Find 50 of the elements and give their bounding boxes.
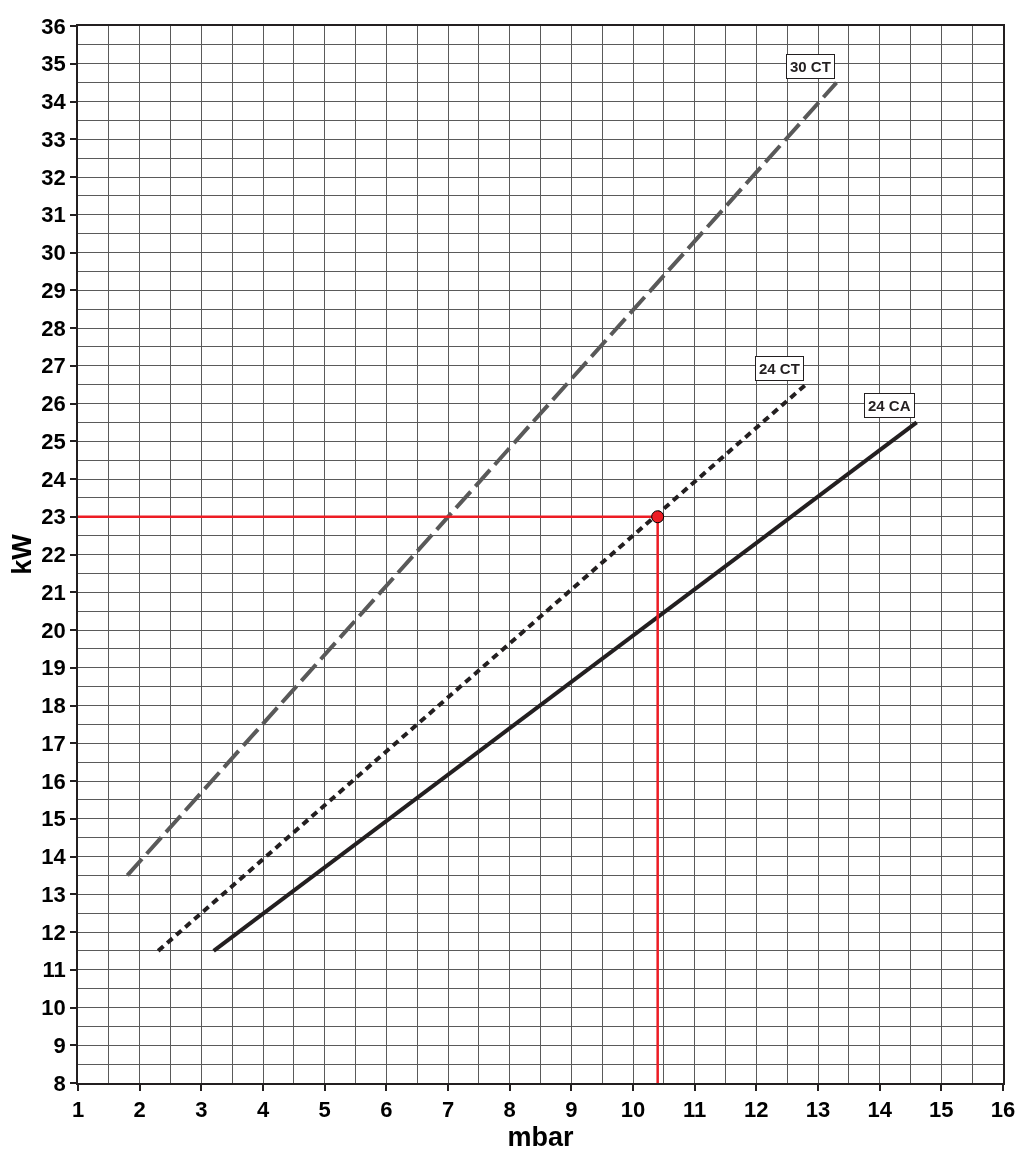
x-tick-label: 8 (503, 1097, 516, 1123)
y-tick-label: 24 (41, 466, 67, 492)
y-tick-label: 31 (41, 202, 66, 228)
y-tick-label: 28 (41, 315, 66, 341)
x-tick-label: 14 (867, 1097, 893, 1123)
x-tick-label: 11 (683, 1097, 707, 1123)
y-tick-label: 15 (41, 806, 66, 832)
x-tick-label: 5 (318, 1097, 331, 1123)
y-tick-label: 29 (41, 277, 66, 303)
y-tick-label: 21 (41, 579, 66, 605)
y-axis-title: kW (6, 533, 37, 575)
y-tick-label: 26 (41, 391, 66, 417)
y-tick-label: 14 (41, 844, 67, 870)
y-tick-label: 8 (53, 1070, 66, 1096)
series-label: 24 CT (759, 360, 800, 377)
x-tick-label: 12 (744, 1097, 769, 1123)
y-tick-label: 19 (41, 655, 66, 681)
y-tick-label: 23 (41, 504, 66, 530)
y-tick-label: 12 (41, 919, 66, 945)
y-tick-label: 30 (41, 240, 66, 266)
y-tick-label: 11 (42, 957, 66, 983)
x-tick-label: 1 (71, 1097, 85, 1123)
y-tick-label: 22 (41, 542, 66, 568)
y-tick-label: 25 (41, 428, 66, 454)
y-tick-label: 17 (41, 730, 66, 756)
y-tick-label: 20 (41, 617, 66, 643)
x-tick-label: 6 (380, 1097, 393, 1123)
y-tick-label: 10 (41, 995, 66, 1021)
x-tick-label: 3 (195, 1097, 208, 1123)
y-tick-label: 35 (41, 51, 66, 77)
x-tick-label: 7 (441, 1097, 455, 1123)
series-label: 30 CT (790, 58, 831, 75)
x-tick-label: 13 (805, 1097, 831, 1123)
x-tick-label: 2 (133, 1097, 146, 1123)
y-tick-label: 34 (41, 89, 67, 115)
y-tick-label: 18 (41, 693, 66, 719)
y-tick-label: 36 (41, 13, 66, 39)
x-tick-label: 9 (565, 1097, 578, 1123)
x-tick-label: 16 (990, 1097, 1016, 1123)
y-tick-label: 27 (41, 353, 66, 379)
x-tick-label: 10 (620, 1097, 646, 1123)
y-tick-label: 9 (53, 1032, 66, 1058)
y-tick-label: 13 (41, 881, 66, 907)
series-label: 24 CA (868, 397, 911, 414)
x-tick-label: 15 (929, 1097, 954, 1123)
y-tick-label: 16 (41, 768, 66, 794)
y-tick-label: 33 (41, 126, 66, 152)
x-tick-label: 4 (256, 1097, 270, 1123)
y-tick-label: 32 (41, 164, 66, 190)
x-axis-title: mbar (507, 1122, 574, 1153)
